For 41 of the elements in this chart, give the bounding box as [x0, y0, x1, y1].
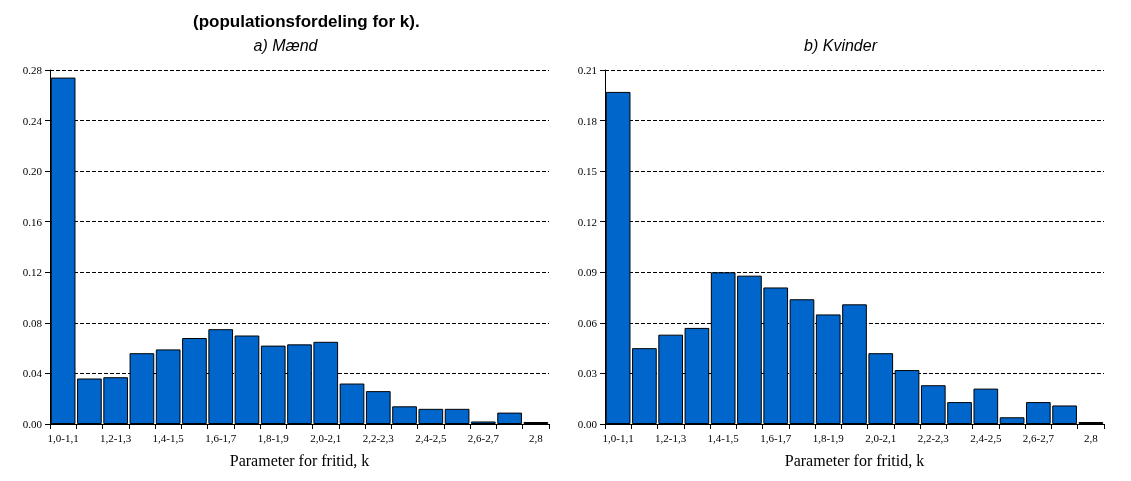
- x-tick-label: 2,8: [528, 431, 544, 444]
- y-tick-label: 0.18: [577, 114, 598, 127]
- x-tick-label: 1,0-1,1: [47, 431, 79, 444]
- x-tick-label: 1,8-1,9: [257, 431, 290, 444]
- x-tick-label: 2,4-2,5: [415, 431, 447, 444]
- y-tick-label: 0.08: [22, 316, 43, 329]
- y-tick-label: 0.28: [22, 64, 43, 76]
- y-tick-label: 0.15: [577, 165, 598, 178]
- y-tick-label: 0.06: [577, 316, 598, 329]
- chart-title: (populationsfordeling for k).: [193, 12, 420, 31]
- y-tick-label: 0.03: [577, 367, 598, 380]
- y-tick-label: 0.12: [577, 215, 597, 228]
- x-tick-label: 1,4-1,5: [707, 431, 740, 444]
- x-tick-label: 2,8: [1083, 431, 1099, 444]
- x-axis-title: Parameter for fritid, k: [229, 451, 370, 469]
- x-tick-label: 2,4-2,5: [970, 431, 1002, 444]
- x-tick-label: 2,6-2,7: [1022, 431, 1055, 444]
- x-tick-label: 2,0-2,1: [310, 431, 342, 444]
- x-axis-title: Parameter for fritid, k: [784, 451, 925, 469]
- x-tick-label: 1,4-1,5: [152, 431, 185, 444]
- x-tick-label: 2,0-2,1: [865, 431, 897, 444]
- y-tick-label: 0.21: [577, 64, 597, 76]
- x-tick-label: 1,2-1,3: [100, 431, 132, 444]
- y-tick-label: 0.00: [22, 418, 43, 430]
- y-tick-label: 0.12: [22, 266, 42, 279]
- y-tick-label: 0.00: [577, 418, 598, 430]
- x-tick-label: 1,6-1,7: [760, 431, 792, 444]
- x-tick-label: 1,0-1,1: [602, 431, 634, 444]
- x-tick-label: 2,2-2,3: [362, 431, 395, 444]
- x-tick-label: 1,2-1,3: [655, 431, 687, 444]
- y-tick-label: 0.20: [22, 165, 43, 178]
- x-tick-label: 1,6-1,7: [205, 431, 237, 444]
- x-tick-label: 2,2-2,3: [917, 431, 950, 444]
- chart-subtitle: a) Mænd: [253, 36, 319, 54]
- y-tick-label: 0.16: [22, 215, 43, 228]
- x-tick-label: 1,8-1,9: [812, 431, 845, 444]
- chart-subtitle: b) Kvinder: [804, 36, 878, 54]
- y-tick-label: 0.09: [577, 266, 598, 279]
- y-tick-label: 0.24: [22, 114, 43, 127]
- x-tick-label: 2,6-2,7: [467, 431, 500, 444]
- y-tick-label: 0.04: [22, 367, 43, 380]
